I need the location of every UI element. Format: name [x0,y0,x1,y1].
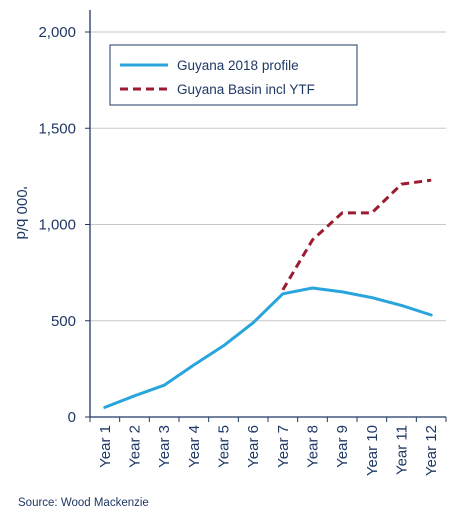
y-tick-label: 2,000 [38,24,76,41]
x-tick-label: Year 1 [97,425,114,468]
x-tick-labels: Year 1 Year 2 Year 3 Year 4 Year 5 Year 6 Year… [97,425,440,476]
legend: Guyana 2018 profile Guyana Basin incl YTF [109,44,358,106]
x-tick-label: Year 3 [156,425,173,468]
source-note: Source: Wood Mackenzie [18,497,149,509]
y-tick-label: 1,000 [38,217,76,234]
series-lines [103,178,433,409]
x-tick-label: Year 12 [423,425,440,476]
axes [85,10,447,422]
y-tick-label: 500 [51,313,76,330]
y-tick-label: 1,500 [38,120,76,137]
x-tick-label: Year 4 [186,425,203,468]
x-tick-label: Year 9 [334,425,351,468]
legend-label-1: Guyana 2018 profile [177,58,299,73]
x-tick-label: Year 11 [394,425,411,475]
x-tick-label: Year 10 [364,425,381,476]
x-tick-label: Year 5 [216,425,233,468]
gridlines [90,31,446,322]
x-tick-label: Year 6 [245,425,262,468]
x-tick-label: Year 2 [127,425,144,468]
x-tick-label: Year 7 [275,425,292,468]
legend-label-2: Guyana Basin incl YTF [177,82,315,97]
series-line-1 [103,286,433,409]
y-tick-labels: 0 500 1,000 1,500 2,000 [38,24,76,426]
series-line-2 [281,178,432,291]
y-axis-label: '000 b/d [13,187,30,240]
x-tick-label: Year 8 [305,425,322,468]
legend-box [109,44,358,106]
y-tick-label: 0 [68,409,76,426]
